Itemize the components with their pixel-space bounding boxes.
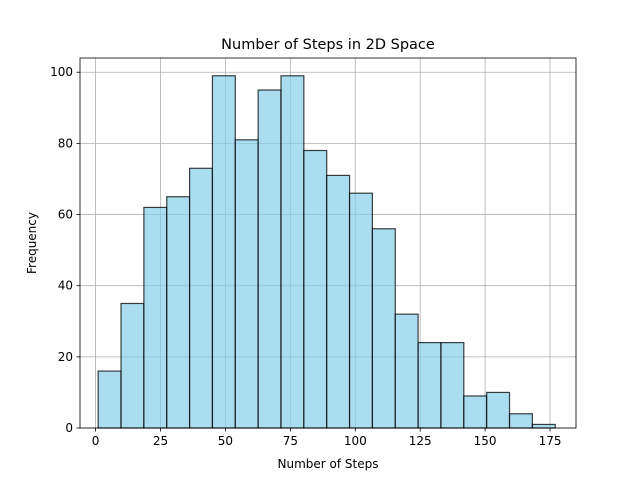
x-tick-label: 125 (409, 434, 432, 448)
histogram-bar (417, 342, 442, 429)
histogram-bar (440, 342, 465, 429)
histogram-bar (234, 139, 259, 429)
histogram-bar (463, 395, 488, 429)
histogram-bar (531, 423, 556, 429)
bars (97, 75, 556, 429)
histogram-bar (486, 391, 511, 429)
y-tick-label: 0 (65, 421, 73, 435)
x-tick-label: 175 (539, 434, 562, 448)
x-tick-label: 75 (283, 434, 298, 448)
x-tick-label: 100 (344, 434, 367, 448)
histogram-bar (371, 228, 396, 429)
histogram-bar (508, 413, 533, 429)
plot-frame (79, 57, 577, 429)
histogram-bar (303, 149, 328, 429)
x-tick-label: 0 (92, 434, 100, 448)
histogram-bar (280, 75, 305, 429)
y-tick-label: 100 (50, 65, 73, 79)
histogram-bar (394, 313, 419, 429)
y-tick-label: 20 (58, 350, 73, 364)
x-tick-label: 50 (218, 434, 233, 448)
histogram-bar (143, 206, 168, 429)
histogram-bar (257, 89, 282, 429)
y-axis-ticks: 0 20 40 60 80 100 (50, 65, 80, 435)
y-tick-label: 80 (58, 136, 73, 150)
y-tick-label: 40 (58, 279, 73, 293)
x-tick-label: 150 (474, 434, 497, 448)
x-axis-label: Number of Steps (278, 457, 379, 471)
x-axis-ticks: 0 25 50 75 100 125 150 175 (92, 428, 562, 448)
histogram-bar (348, 192, 374, 429)
chart-title: Number of Steps in 2D Space (221, 37, 435, 53)
histogram-bar (120, 302, 145, 429)
x-tick-label: 25 (153, 434, 168, 448)
y-tick-label: 60 (58, 208, 73, 222)
histogram-bar (166, 196, 191, 429)
histogram-bar (211, 75, 236, 429)
histogram-bar (326, 174, 351, 429)
histogram-bar (97, 370, 122, 429)
histogram-bar (188, 167, 214, 429)
y-axis-label: Frequency (25, 212, 39, 274)
